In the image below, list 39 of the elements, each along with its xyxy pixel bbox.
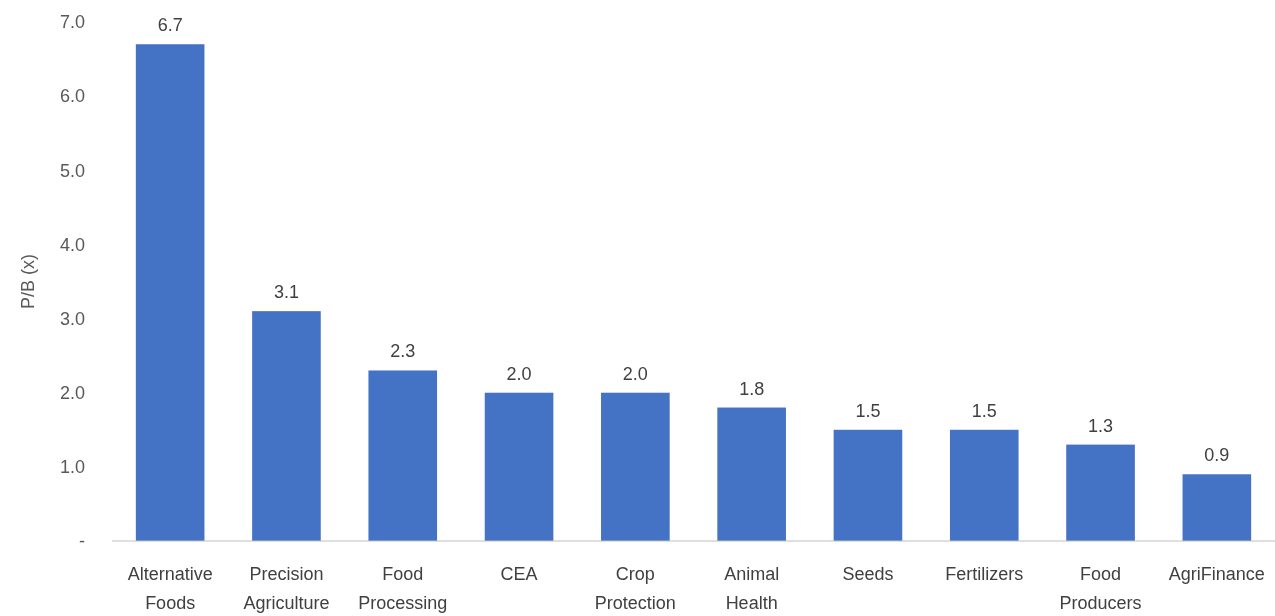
data-label: 0.9 xyxy=(1204,445,1230,466)
bar xyxy=(949,429,1019,541)
bar xyxy=(717,407,786,541)
x-tick-label: CEA xyxy=(500,564,538,584)
y-tick-label: 7.0 xyxy=(59,12,85,33)
x-tick-label: Precision Agriculture xyxy=(243,564,330,613)
data-label: 3.1 xyxy=(273,282,299,303)
bar xyxy=(833,429,903,541)
x-tick-label: Food Processing xyxy=(358,564,448,613)
y-tick-label: 2.0 xyxy=(59,383,85,404)
y-tick-label: 4.0 xyxy=(59,234,85,255)
bar xyxy=(368,370,438,541)
data-label: 2.0 xyxy=(506,363,532,384)
y-tick-label: 6.0 xyxy=(59,86,85,107)
x-tick-label: Alternative Foods xyxy=(127,564,213,613)
data-label: 2.3 xyxy=(390,341,416,362)
y-tick-label: 5.0 xyxy=(59,160,85,181)
data-label: 2.0 xyxy=(622,363,648,384)
data-label: 1.5 xyxy=(971,400,997,421)
y-tick-label: - xyxy=(79,531,85,552)
bar xyxy=(1182,474,1252,541)
bar xyxy=(135,44,205,541)
x-tick-label: Crop Protection xyxy=(594,564,676,613)
y-axis-title: P/B (x) xyxy=(18,253,38,310)
bar xyxy=(1066,444,1135,541)
data-label: 6.7 xyxy=(157,15,183,36)
x-tick-label: AgriFinance xyxy=(1168,564,1265,584)
x-tick-label: Animal Health xyxy=(724,564,780,613)
bar xyxy=(601,392,670,541)
y-tick-label: 1.0 xyxy=(59,457,85,478)
x-tick-label: Food Producers xyxy=(1059,564,1142,613)
data-label: 1.3 xyxy=(1088,415,1114,436)
data-label: 1.5 xyxy=(855,400,881,421)
bar xyxy=(484,392,554,541)
data-label: 1.8 xyxy=(739,378,765,399)
bar xyxy=(252,311,321,541)
x-tick-label: Seeds xyxy=(842,564,894,584)
y-tick-label: 3.0 xyxy=(59,308,85,329)
x-tick-label: Fertilizers xyxy=(945,564,1024,584)
